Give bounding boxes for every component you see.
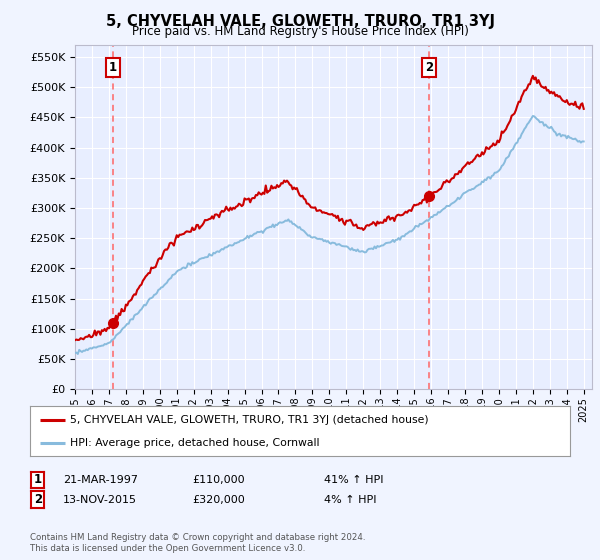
- Text: £320,000: £320,000: [192, 494, 245, 505]
- Text: 2: 2: [425, 61, 433, 74]
- Text: 4% ↑ HPI: 4% ↑ HPI: [324, 494, 377, 505]
- Text: Price paid vs. HM Land Registry's House Price Index (HPI): Price paid vs. HM Land Registry's House …: [131, 25, 469, 38]
- Text: 13-NOV-2015: 13-NOV-2015: [63, 494, 137, 505]
- Text: Contains HM Land Registry data © Crown copyright and database right 2024.
This d: Contains HM Land Registry data © Crown c…: [30, 533, 365, 553]
- Text: 2: 2: [34, 493, 42, 506]
- Text: HPI: Average price, detached house, Cornwall: HPI: Average price, detached house, Corn…: [71, 438, 320, 448]
- Text: 1: 1: [109, 61, 117, 74]
- Text: 5, CHYVELAH VALE, GLOWETH, TRURO, TR1 3YJ (detached house): 5, CHYVELAH VALE, GLOWETH, TRURO, TR1 3Y…: [71, 414, 429, 424]
- Text: 1: 1: [34, 473, 42, 487]
- Text: 5, CHYVELAH VALE, GLOWETH, TRURO, TR1 3YJ: 5, CHYVELAH VALE, GLOWETH, TRURO, TR1 3Y…: [106, 14, 494, 29]
- Text: £110,000: £110,000: [192, 475, 245, 485]
- Text: 21-MAR-1997: 21-MAR-1997: [63, 475, 138, 485]
- Text: 41% ↑ HPI: 41% ↑ HPI: [324, 475, 383, 485]
